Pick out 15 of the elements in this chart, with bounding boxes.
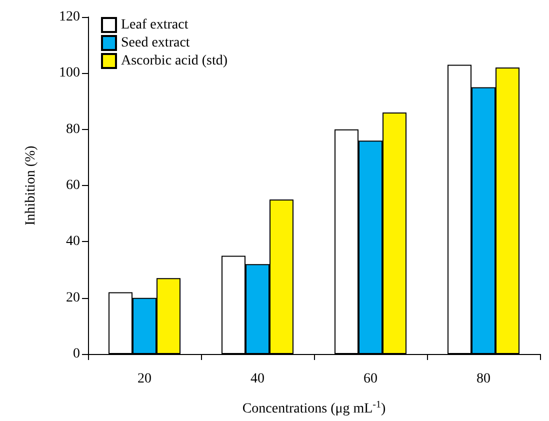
y-tick-label: 100	[59, 66, 80, 81]
y-tick-label: 20	[66, 290, 80, 306]
x-tick-label: 80	[476, 372, 490, 386]
legend-label: Ascorbic acid (std)	[121, 54, 228, 68]
x-tick-label: 40	[250, 372, 264, 386]
x-tick-label: 60	[364, 372, 378, 386]
y-tick-label: 0	[73, 346, 80, 362]
legend-label: Leaf extract	[121, 18, 188, 32]
y-tick-label: 60	[66, 178, 80, 193]
y-axis-title: Inhibition (%)	[24, 145, 38, 226]
y-tick-label: 40	[66, 234, 80, 250]
y-tick-label: 120	[59, 10, 80, 24]
legend-label: Seed extract	[121, 36, 190, 50]
y-tick-label: 80	[66, 122, 80, 137]
x-tick-label: 20	[138, 372, 152, 386]
